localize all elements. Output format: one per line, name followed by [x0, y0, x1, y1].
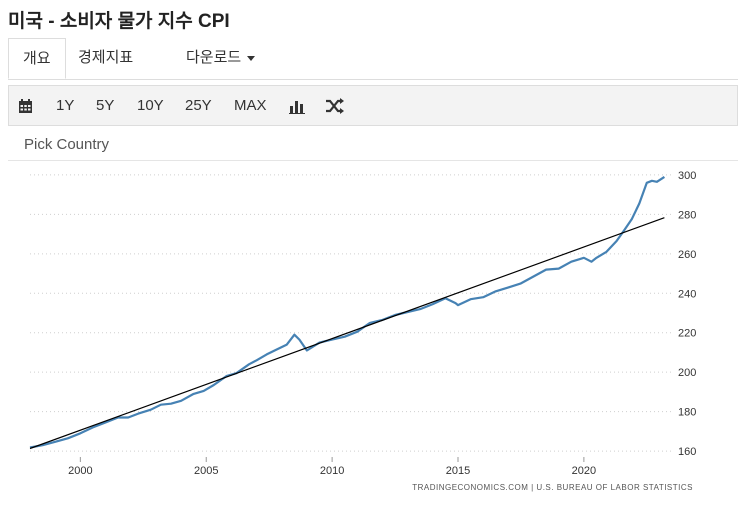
range-25y-button[interactable]: 25Y	[185, 97, 212, 114]
y-tick-label: 220	[678, 328, 696, 340]
source-credit: TRADINGECONOMICS.COM | U.S. BUREAU OF LA…	[412, 483, 693, 492]
shuffle-icon[interactable]	[325, 86, 345, 125]
tab-bar: 개요 경제지표 다운로드	[8, 38, 738, 80]
x-tick-label: 2005	[194, 465, 218, 477]
trend-line	[29, 217, 665, 450]
tab-download-label: 다운로드	[186, 49, 242, 66]
x-tick-label: 2010	[320, 465, 344, 477]
cpi-line-chart: 160 180 200 220 240 260 280 300 2000 2005 2010 201…	[29, 170, 696, 492]
page-title: 미국 - 소비자 물가 지수 CPI	[8, 11, 230, 32]
bar-chart-icon[interactable]	[289, 86, 305, 125]
y-tick-label: 160	[678, 446, 696, 458]
range-5y-button[interactable]: 5Y	[96, 97, 115, 114]
tab-download[interactable]: 다운로드	[186, 38, 256, 79]
chart-toolbar: 1Y 5Y 10Y 25Y MAX	[8, 85, 738, 126]
range-10y-button[interactable]: 10Y	[137, 97, 164, 114]
y-tick-label: 260	[678, 249, 696, 261]
tab-overview[interactable]: 개요	[8, 38, 66, 79]
tab-indicators[interactable]: 경제지표	[78, 49, 134, 66]
y-tick-label: 240	[678, 288, 696, 300]
chart-area: 160 180 200 220 240 260 280 300 2000 2005 2010 201…	[8, 160, 738, 501]
y-tick-label: 300	[678, 170, 696, 182]
x-tick-label: 2015	[446, 465, 470, 477]
y-tick-label: 180	[678, 407, 696, 419]
y-tick-label: 200	[678, 367, 696, 379]
range-max-button[interactable]: MAX	[234, 97, 267, 114]
cpi-series-line	[29, 175, 666, 449]
x-tick-label: 2020	[572, 465, 596, 477]
x-tick-label: 2000	[68, 465, 92, 477]
y-tick-label: 280	[678, 209, 696, 221]
country-picker[interactable]: Pick Country	[24, 136, 110, 153]
caret-down-icon	[247, 55, 256, 61]
calendar-icon[interactable]	[18, 86, 33, 125]
range-1y-button[interactable]: 1Y	[56, 97, 75, 114]
